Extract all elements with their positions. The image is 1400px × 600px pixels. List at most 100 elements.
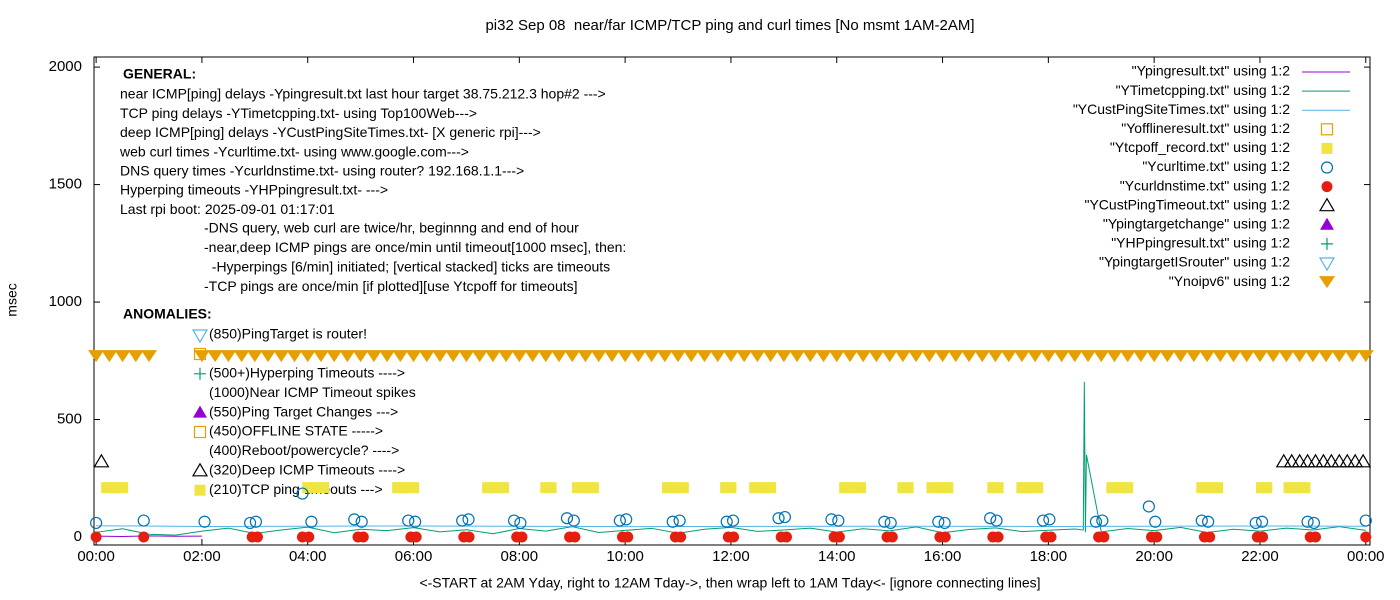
data-point <box>233 350 250 363</box>
data-point <box>1304 350 1321 363</box>
anomaly-line: (500+)Hyperping Timeouts ----> <box>209 365 405 381</box>
x-tick-label: 14:00 <box>818 548 856 565</box>
data-point <box>1255 515 1269 528</box>
legend-label: "Ycurltime.txt" using 1:2 <box>1142 158 1290 174</box>
data-point <box>392 350 409 363</box>
data-point <box>881 350 898 363</box>
y-tick-label: 500 <box>57 411 82 428</box>
data-point <box>408 482 420 494</box>
data-point <box>569 531 581 543</box>
data-point <box>1331 453 1348 468</box>
data-point <box>815 350 832 363</box>
data-point <box>355 515 368 528</box>
data-point <box>1149 515 1162 528</box>
data-point <box>564 350 581 363</box>
data-point <box>1283 453 1300 468</box>
legend-label: "Yofflineresult.txt" using 1:2 <box>1121 120 1290 136</box>
data-point <box>1093 350 1110 363</box>
data-point <box>545 482 557 494</box>
data-point <box>484 350 501 363</box>
data-point <box>643 350 660 363</box>
data-point <box>934 350 951 363</box>
x-tick-label: 00:00 <box>77 548 115 565</box>
x-tick-label: 18:00 <box>1030 548 1068 565</box>
anomaly-line: (320)Deep ICMP Timeouts ----> <box>209 462 405 478</box>
data-point <box>299 350 316 363</box>
data-point <box>673 514 686 527</box>
data-point <box>90 516 103 530</box>
data-point <box>516 531 528 543</box>
anomaly-icon <box>193 425 207 439</box>
data-point <box>560 512 574 525</box>
data-point <box>947 350 964 363</box>
y-axis-label: msec <box>4 283 20 316</box>
data-point <box>720 515 733 528</box>
data-point <box>736 350 753 363</box>
legend-label: "YpingtargetISrouter" using 1:2 <box>1099 254 1290 270</box>
annotation-line: near ICMP[ping] delays -Ypingresult.txt … <box>120 86 606 102</box>
data-point <box>833 531 845 543</box>
data-point <box>670 350 687 363</box>
data-point <box>458 350 475 363</box>
data-point <box>749 350 766 363</box>
data-point <box>1299 482 1311 494</box>
data-point <box>884 516 897 530</box>
anomaly-line: (450)OFFLINE STATE -----> <box>209 423 383 439</box>
data-point <box>114 350 131 363</box>
legend-label: "Ynoipv6" using 1:2 <box>1169 273 1290 289</box>
data-point <box>1225 350 1242 363</box>
data-point <box>1315 453 1332 468</box>
data-point <box>1032 482 1044 494</box>
data-point <box>339 350 356 363</box>
data-point <box>312 350 329 363</box>
data-point <box>577 350 594 363</box>
y-tick-label: 0 <box>74 528 82 545</box>
data-point <box>537 350 554 363</box>
x-tick-label: 00:00 <box>1347 548 1385 565</box>
data-point <box>249 515 262 528</box>
y-tick-label: 1500 <box>49 176 82 193</box>
data-point <box>932 515 945 528</box>
data-point <box>273 350 290 363</box>
data-point <box>1357 350 1374 363</box>
data-point <box>246 350 263 363</box>
data-point <box>260 350 277 363</box>
data-point <box>1212 482 1224 494</box>
anomaly-icon <box>191 462 209 477</box>
data-point <box>1360 531 1372 543</box>
data-point <box>141 350 158 363</box>
data-point <box>1043 513 1056 526</box>
annotation-line: TCP ping delays -YTimetcpping.txt- using… <box>120 105 477 121</box>
data-point <box>825 513 838 526</box>
data-point <box>405 350 422 363</box>
data-point <box>365 350 382 363</box>
annotation-line: web curl times -Ycurltime.txt- using www… <box>119 143 469 159</box>
data-point <box>1199 350 1216 363</box>
data-point <box>1096 514 1109 527</box>
data-point <box>984 512 997 525</box>
data-point <box>1257 531 1269 543</box>
data-point <box>1013 350 1030 363</box>
data-point <box>498 350 515 363</box>
data-point <box>286 350 303 363</box>
data-point <box>841 350 858 363</box>
data-point <box>207 350 224 363</box>
data-point <box>886 531 898 543</box>
data-point <box>828 350 845 363</box>
data-point <box>379 350 396 363</box>
data-point <box>1344 350 1361 363</box>
data-point <box>1185 350 1202 363</box>
data-point <box>1098 531 1110 543</box>
data-point <box>497 482 509 494</box>
data-point <box>305 515 318 528</box>
y-tick-label: 2000 <box>49 58 82 75</box>
data-point <box>551 350 568 363</box>
legend-marker <box>1319 276 1335 289</box>
data-point <box>942 482 954 494</box>
series-line <box>96 381 1366 536</box>
x-tick-label: 20:00 <box>1135 548 1173 565</box>
legend-label: "YTimetcpping.txt" using 1:2 <box>1116 82 1291 98</box>
x-tick-label: 04:00 <box>289 548 327 565</box>
data-point <box>1045 531 1057 543</box>
data-point <box>127 350 144 363</box>
